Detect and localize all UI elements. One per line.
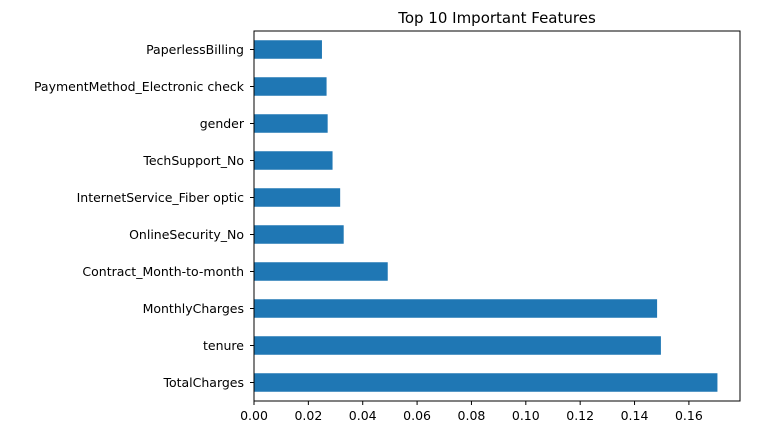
y-axis-ticks: TotalCharges tenure MonthlyCharges Contract… — [34, 42, 254, 390]
bar-techsupport-no — [254, 151, 333, 170]
y-tick-label: InternetService_Fiber optic — [77, 190, 245, 205]
x-tick-label: 0.06 — [403, 408, 431, 423]
x-tick-label: 0.00 — [240, 408, 268, 423]
x-tick-label: 0.02 — [294, 408, 322, 423]
plot-frame — [253, 30, 741, 402]
bar-gender — [254, 114, 328, 133]
y-tick-label: tenure — [203, 338, 244, 353]
y-tick-label: TechSupport_No — [142, 153, 244, 168]
y-tick-label: PaymentMethod_Electronic check — [34, 79, 245, 94]
bar-onlinesecurity-no — [254, 225, 344, 244]
y-tick-label: MonthlyCharges — [143, 301, 244, 316]
x-tick-label: 0.14 — [621, 408, 649, 423]
bar-tenure — [254, 336, 661, 355]
chart-title: Top 10 Important Features — [397, 9, 596, 27]
x-tick-label: 0.10 — [512, 408, 540, 423]
x-tick-label: 0.16 — [675, 408, 703, 423]
bar-totalcharges — [254, 373, 718, 392]
bar-paymentmethod-electronic-check — [254, 77, 327, 96]
y-tick-label: OnlineSecurity_No — [129, 227, 244, 242]
x-axis-ticks: 0.00 0.02 0.04 0.06 0.08 0.10 0.12 0.14 0.16 — [240, 401, 703, 423]
x-tick-label: 0.12 — [566, 408, 594, 423]
y-tick-label: Contract_Month-to-month — [82, 264, 244, 279]
bar-monthlycharges — [254, 299, 658, 318]
bars-group — [254, 40, 718, 392]
bar-paperlessbilling — [254, 40, 322, 59]
y-tick-label: TotalCharges — [162, 375, 244, 390]
x-tick-label: 0.04 — [349, 408, 377, 423]
bar-internetservice-fiber-optic — [254, 188, 341, 207]
y-tick-label: gender — [200, 116, 245, 131]
y-tick-label: PaperlessBilling — [146, 42, 244, 57]
bar-contract-month-to-month — [254, 262, 388, 281]
x-tick-label: 0.08 — [458, 408, 486, 423]
